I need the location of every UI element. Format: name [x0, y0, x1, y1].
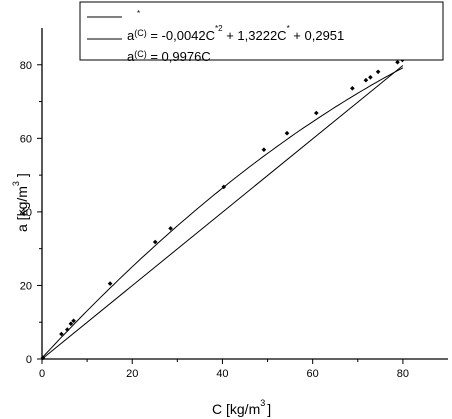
- x-tick-label: 40: [216, 368, 228, 380]
- y-tick-label: 40: [20, 207, 32, 219]
- legend-entry-points: *: [137, 9, 140, 18]
- y-axis-label-close: ]: [14, 173, 30, 177]
- ticks: 0 20 40 60 80 0 20 40 60 80: [20, 60, 409, 380]
- x-tick-label: 0: [39, 368, 45, 380]
- data-point: [71, 318, 76, 324]
- data-point: [152, 239, 158, 245]
- data-point: [40, 355, 46, 361]
- data-points: [40, 57, 405, 361]
- x-axis-label: C [kg/m3]: [212, 398, 271, 417]
- data-point: [395, 59, 400, 65]
- data-point: [68, 321, 74, 326]
- x-tick-label: 60: [307, 368, 319, 380]
- linear-fit-line: [41, 65, 404, 360]
- data-point: [284, 130, 290, 136]
- legend: * a(C) = -0,0042C*2 + 1,3222C* + 0,2951 …: [79, 1, 444, 64]
- x-axis-label-close: ]: [267, 401, 271, 417]
- y-tick-label: 60: [20, 133, 32, 145]
- fit-lines: [41, 65, 404, 360]
- data-point: [168, 226, 173, 231]
- y-tick-label: 0: [26, 354, 32, 366]
- y-axis-label-sup: 3: [11, 181, 21, 186]
- data-point: [107, 281, 113, 286]
- axes: [41, 28, 448, 360]
- y-tick-label: 20: [20, 280, 32, 292]
- y-tick-label: 80: [20, 60, 32, 72]
- data-point: [314, 110, 319, 116]
- data-point: [59, 331, 64, 337]
- y-axis-label: a [kg/m3]: [11, 173, 30, 232]
- legend-entry-quadratic: a(C) = -0,0042C*2 + 1,3222C* + 0,2951: [127, 24, 344, 43]
- x-tick-label: 80: [397, 368, 409, 380]
- quadratic-fit-line: [41, 67, 404, 359]
- data-point: [375, 69, 381, 75]
- legend-box: [79, 1, 444, 61]
- data-point: [350, 86, 355, 91]
- data-point: [363, 77, 369, 83]
- data-point: [65, 327, 70, 332]
- x-axis-label-sup: 3: [260, 398, 265, 408]
- data-point: [221, 184, 227, 190]
- data-point: [261, 147, 267, 152]
- data-point: [368, 75, 373, 80]
- legend-entry-linear: a(C) = 0,9976C: [127, 49, 211, 64]
- x-tick-label: 20: [126, 368, 138, 380]
